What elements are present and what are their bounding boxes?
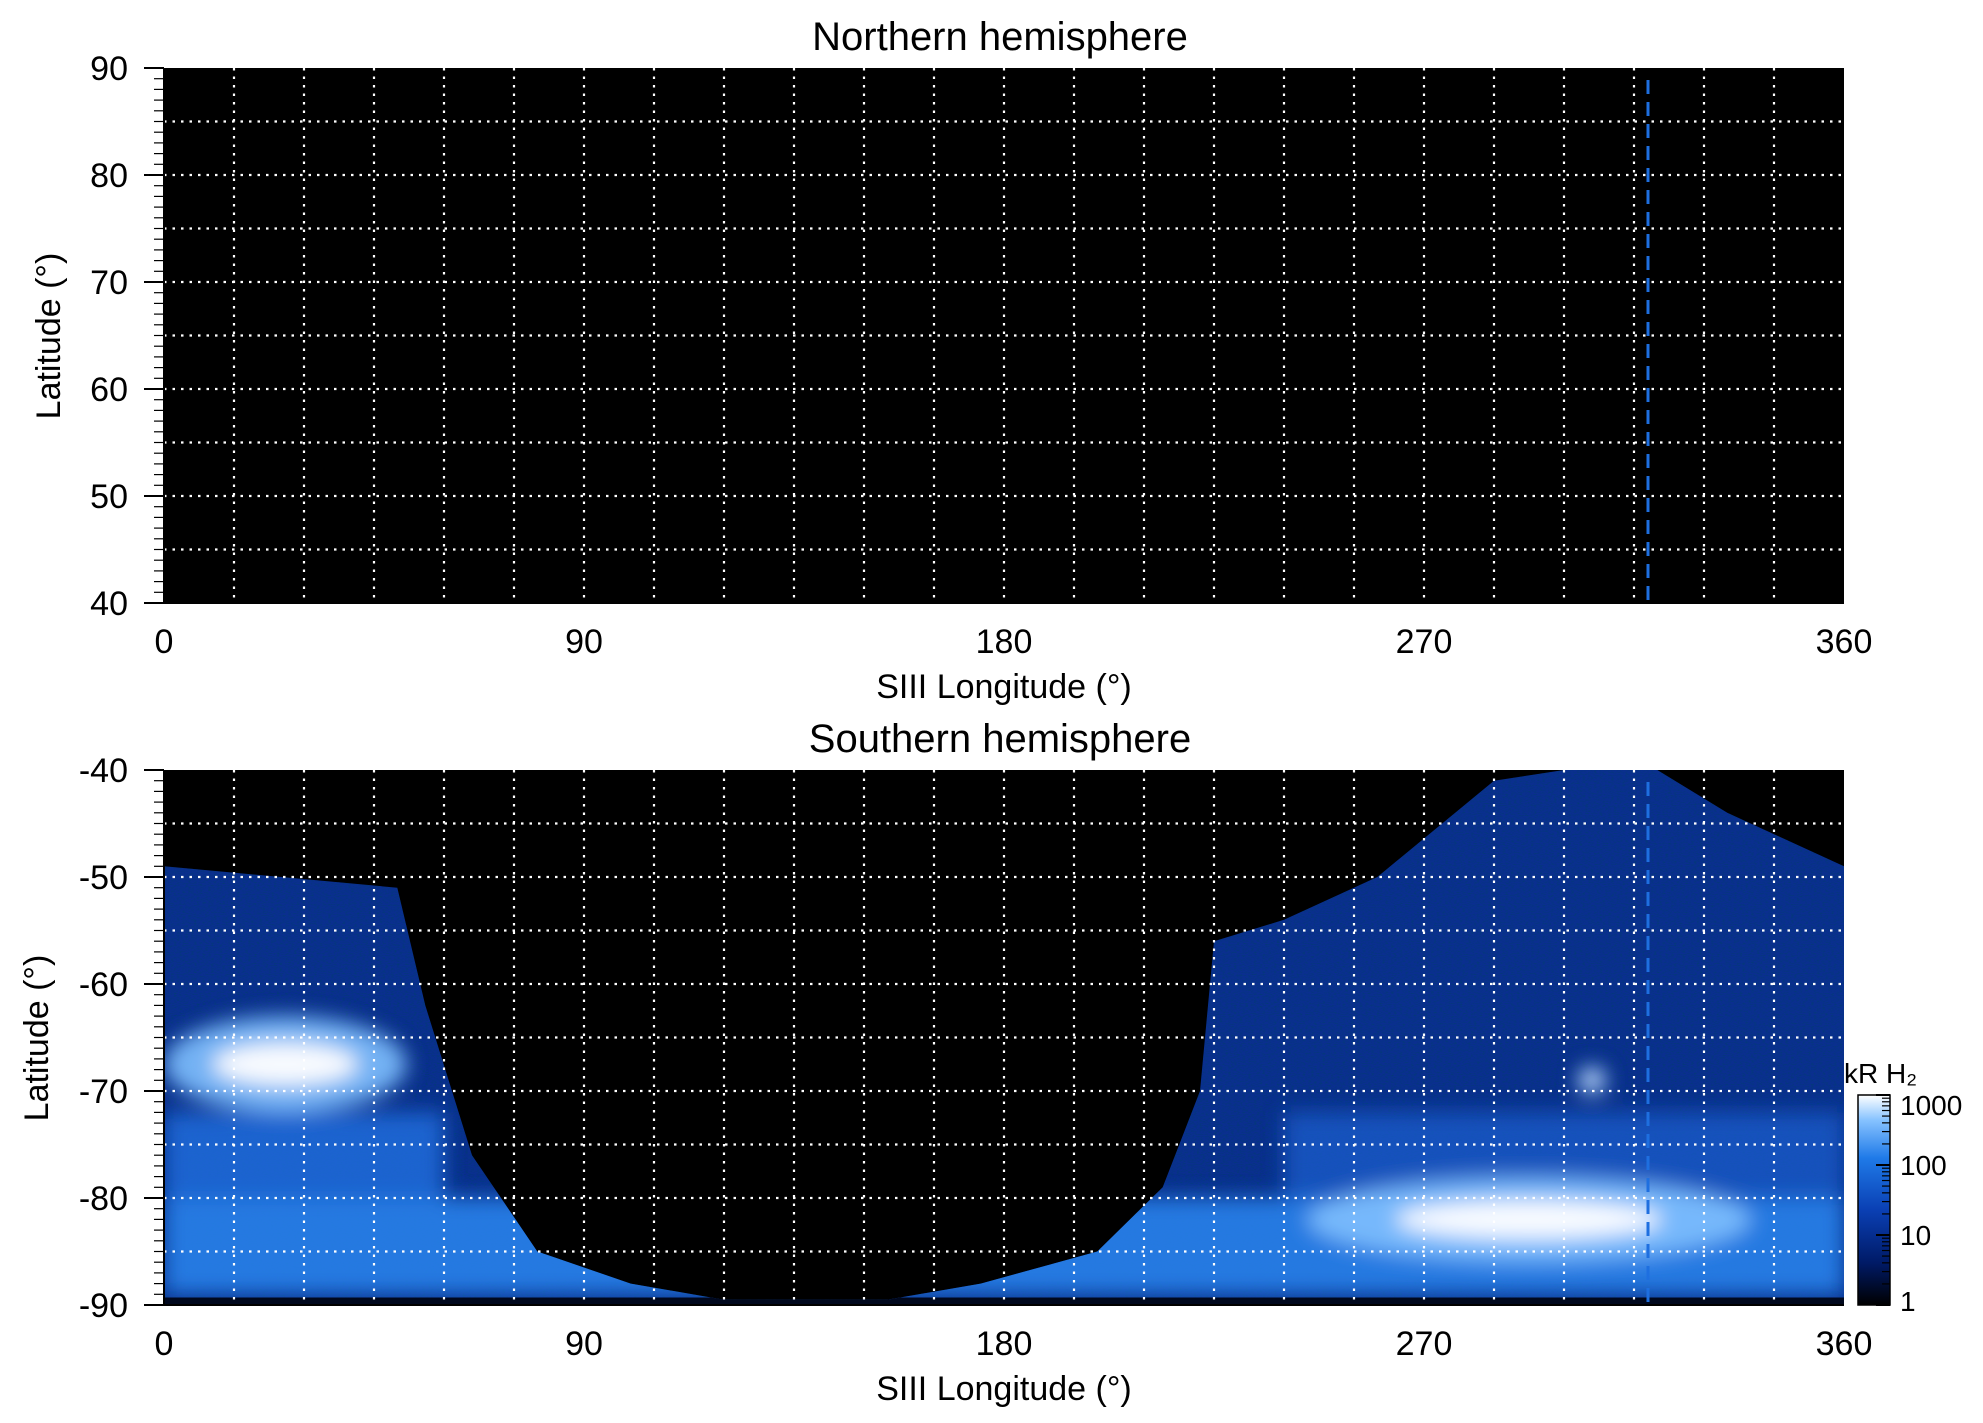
x-tick-label: 360 [1816,1325,1873,1363]
south-x-tick-labels: 0 90 180 270 360 [155,1325,1873,1363]
north-y-axis-label: Latitude (°) [30,253,68,420]
y-tick-label: -70 [79,1073,128,1111]
colorbar-tick-label: 1 [1900,1286,1916,1317]
y-tick-label: 70 [90,264,128,302]
north-y-tick-labels: 40 50 60 70 80 90 [90,50,128,623]
colorbar-tick-label: 10 [1900,1220,1931,1251]
north-plot-area [164,68,1844,603]
x-tick-label: 270 [1396,623,1453,661]
y-tick-label: -80 [79,1180,128,1218]
bright-emission-core-spot [1583,1074,1601,1087]
northern-hemisphere-panel: Northern hemisphere 0 90 180 270 360 40 50 60 7… [30,15,1872,706]
west-diffuse-emission [164,1112,444,1198]
north-title: Northern hemisphere [812,15,1188,59]
y-tick-label: -50 [79,859,128,897]
colorbar-ticks: 1000 100 10 1 [1876,1090,1962,1317]
y-tick-label: 50 [90,478,128,516]
x-tick-label: 360 [1816,623,1873,661]
y-tick-label: 80 [90,157,128,195]
north-axes [144,67,1844,604]
x-tick-label: 180 [976,623,1033,661]
colorbar-tick-label: 1000 [1900,1090,1962,1121]
bright-emission-core-main-oval-west [212,1042,359,1086]
y-tick-label: -60 [79,966,128,1004]
x-tick-label: 270 [1396,1325,1453,1363]
south-y-axis-label: Latitude (°) [18,955,56,1122]
x-tick-label: 0 [155,623,174,661]
north-x-tick-labels: 0 90 180 270 360 [155,623,1873,661]
x-tick-label: 90 [565,623,603,661]
colorbar-gradient [1857,1094,1891,1306]
south-y-tick-labels: -40 -50 -60 -70 -80 -90 [79,752,128,1325]
south-title: Southern hemisphere [809,717,1191,761]
y-tick-label: -40 [79,752,128,790]
y-tick-label: 60 [90,371,128,409]
south-axes [144,769,1844,1306]
y-tick-label: 40 [90,585,128,623]
colorbar-tick-label: 100 [1900,1150,1947,1181]
colorbar: kR H₂ 1000 100 10 1 [1844,1058,1962,1317]
x-tick-label: 180 [976,1325,1033,1363]
y-tick-label: 90 [90,50,128,88]
south-x-axis-label: SIII Longitude (°) [876,1370,1132,1408]
y-tick-label: -90 [79,1287,128,1325]
north-x-axis-label: SIII Longitude (°) [876,668,1132,706]
x-tick-label: 0 [155,1325,174,1363]
x-tick-label: 90 [565,1325,603,1363]
bright-emission-core-main-oval-east [1396,1200,1662,1239]
southern-hemisphere-panel: Southern hemisphere 0 90 180 270 360 -40-50-… [18,717,1962,1408]
colorbar-label: kR H₂ [1844,1058,1917,1089]
